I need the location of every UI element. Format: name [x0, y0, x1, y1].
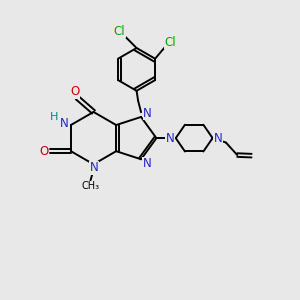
Text: H: H [50, 112, 59, 122]
Text: N: N [90, 161, 99, 174]
Text: N: N [214, 132, 222, 145]
Text: N: N [166, 132, 175, 145]
Text: Cl: Cl [113, 25, 125, 38]
Text: N: N [60, 117, 69, 130]
Text: O: O [70, 85, 80, 98]
Text: O: O [39, 145, 48, 158]
Text: CH₃: CH₃ [82, 181, 100, 191]
Text: Cl: Cl [165, 36, 176, 49]
Text: N: N [143, 107, 152, 120]
Text: N: N [142, 157, 152, 170]
